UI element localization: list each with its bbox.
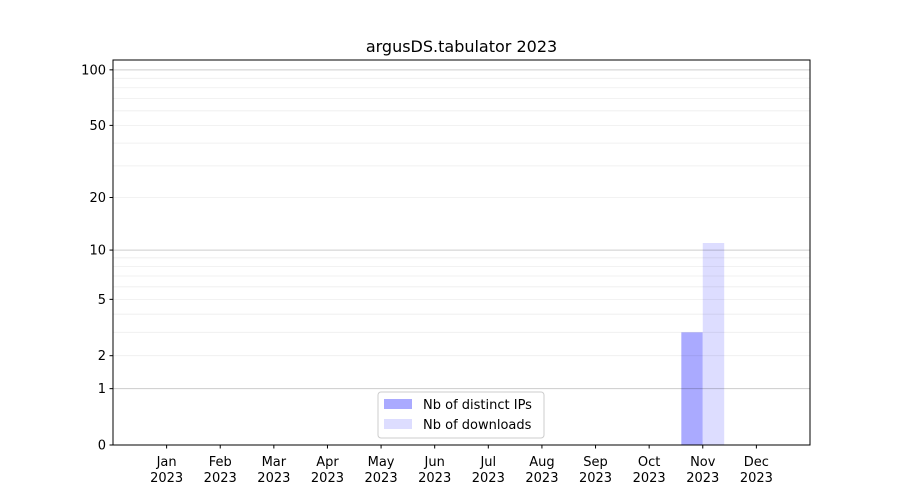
x-tick-label-year: 2023 — [257, 471, 290, 486]
x-tick-label-year: 2023 — [579, 471, 612, 486]
x-tick-label-month: Feb — [209, 455, 232, 470]
bar-nb-of-distinct-ips — [681, 332, 703, 445]
x-tick-label-month: Oct — [638, 455, 660, 470]
x-tick-label-year: 2023 — [311, 471, 344, 486]
x-tick-label-month: Apr — [316, 455, 339, 470]
x-tick-label-month: Jun — [424, 455, 445, 470]
legend-swatch — [384, 419, 412, 429]
x-tick-label-year: 2023 — [740, 471, 773, 486]
chart-title: argusDS.tabulator 2023 — [366, 37, 557, 56]
bars — [681, 243, 725, 445]
x-tick-label-year: 2023 — [525, 471, 558, 486]
x-tick-label-month: Dec — [744, 455, 769, 470]
bar-nb-of-downloads — [702, 243, 725, 445]
y-tick-label: 20 — [89, 191, 106, 206]
legend-label: Nb of distinct IPs — [423, 398, 532, 413]
x-tick-label-month: Nov — [690, 455, 716, 470]
y-tick-label: 100 — [81, 63, 106, 78]
x-tick-label-month: Jul — [479, 455, 496, 470]
legend-label: Nb of downloads — [423, 418, 532, 433]
y-tick-label: 10 — [89, 244, 106, 259]
x-tick-label-month: Sep — [583, 455, 608, 470]
x-tick-label-month: May — [368, 455, 395, 470]
x-tick-label-year: 2023 — [365, 471, 398, 486]
x-tick-label-month: Mar — [262, 455, 287, 470]
y-tick-label: 5 — [98, 293, 106, 308]
plot-frame — [112, 59, 811, 446]
legend-box — [377, 391, 545, 439]
x-tick-label-year: 2023 — [150, 471, 183, 486]
y-tick-label: 0 — [98, 439, 106, 454]
x-tick-label-year: 2023 — [418, 471, 451, 486]
y-axis: 0 1 2 5 10 20 50 100 — [81, 63, 113, 454]
y-tick-label: 50 — [89, 119, 106, 134]
legend: Nb of distinct IPs Nb of downloads — [377, 391, 545, 439]
x-tick-label-year: 2023 — [204, 471, 237, 486]
x-tick-label-month: Aug — [529, 455, 554, 470]
x-tick-label-year: 2023 — [472, 471, 505, 486]
y-tick-label: 1 — [98, 382, 106, 397]
y-tick-label: 2 — [98, 349, 106, 364]
x-axis: Jan2023Feb2023Mar2023Apr2023May2023Jun20… — [150, 445, 773, 486]
x-tick-label-year: 2023 — [633, 471, 666, 486]
gridlines — [113, 69, 810, 390]
legend-swatch — [384, 399, 412, 409]
x-tick-label-month: Jan — [156, 455, 177, 470]
x-tick-label-year: 2023 — [686, 471, 719, 486]
